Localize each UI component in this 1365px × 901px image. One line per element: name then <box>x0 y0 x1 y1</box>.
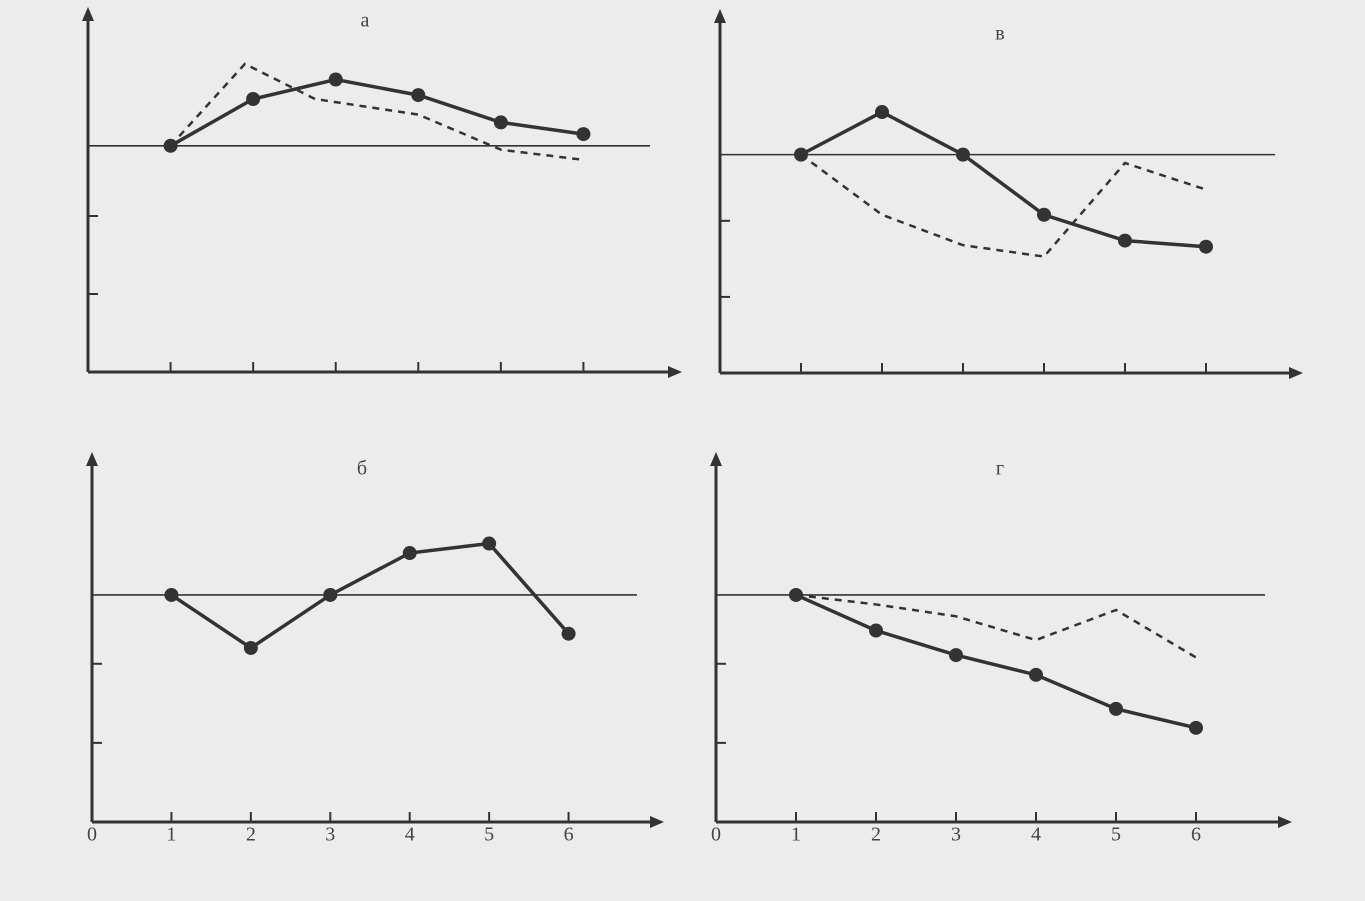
x-tick-label: 5 <box>1111 824 1121 846</box>
x-axis-arrow <box>650 816 664 828</box>
y-axis-arrow <box>714 9 726 23</box>
chart-title: а <box>361 10 370 32</box>
data-point <box>949 648 963 663</box>
chart-title: г <box>996 458 1004 480</box>
data-point <box>243 640 258 655</box>
data-point <box>402 546 417 561</box>
y-axis-arrow <box>82 7 94 21</box>
data-point <box>246 92 261 106</box>
data-point <box>1037 207 1051 222</box>
data-point <box>869 623 883 638</box>
data-point <box>323 587 338 602</box>
data-point <box>576 127 591 142</box>
series-line <box>800 153 1207 258</box>
x-tick-label: 4 <box>405 824 415 846</box>
data-point <box>875 105 889 120</box>
x-axis-arrow <box>1278 816 1292 828</box>
x-tick-label: 4 <box>1031 824 1041 846</box>
data-point <box>1029 667 1043 682</box>
data-point <box>1118 233 1132 248</box>
series-line <box>170 541 570 651</box>
data-point <box>411 88 426 103</box>
y-axis-arrow <box>86 452 98 466</box>
chart-title: в <box>995 23 1004 45</box>
series-line <box>795 593 1197 659</box>
data-point <box>1189 720 1203 735</box>
x-tick-label: 3 <box>951 824 961 846</box>
x-axis-arrow <box>1289 367 1303 379</box>
data-point <box>956 147 970 162</box>
data-point <box>1109 701 1123 716</box>
x-tick-label: 1 <box>166 824 176 846</box>
x-tick-label: 6 <box>564 824 574 846</box>
chart-title: б <box>357 458 367 480</box>
data-point <box>561 626 576 641</box>
x-tick-label: 2 <box>246 824 256 846</box>
x-tick-label: 6 <box>1191 824 1201 846</box>
x-tick-label: 1 <box>791 824 801 846</box>
x-axis-arrow <box>668 366 682 378</box>
series-line <box>795 593 1197 730</box>
data-point <box>164 587 179 602</box>
data-point <box>482 536 497 551</box>
x-tick-label: 0 <box>711 824 721 846</box>
x-tick-label: 0 <box>87 824 97 846</box>
series-line <box>169 77 584 148</box>
x-tick-label: 3 <box>325 824 335 846</box>
data-point <box>1199 239 1213 254</box>
data-point <box>328 72 343 87</box>
series-line <box>169 62 584 162</box>
x-tick-label: 5 <box>484 824 494 846</box>
x-tick-label: 2 <box>871 824 881 846</box>
series-line <box>800 110 1207 249</box>
y-axis-arrow <box>710 452 722 466</box>
data-point <box>493 115 508 130</box>
